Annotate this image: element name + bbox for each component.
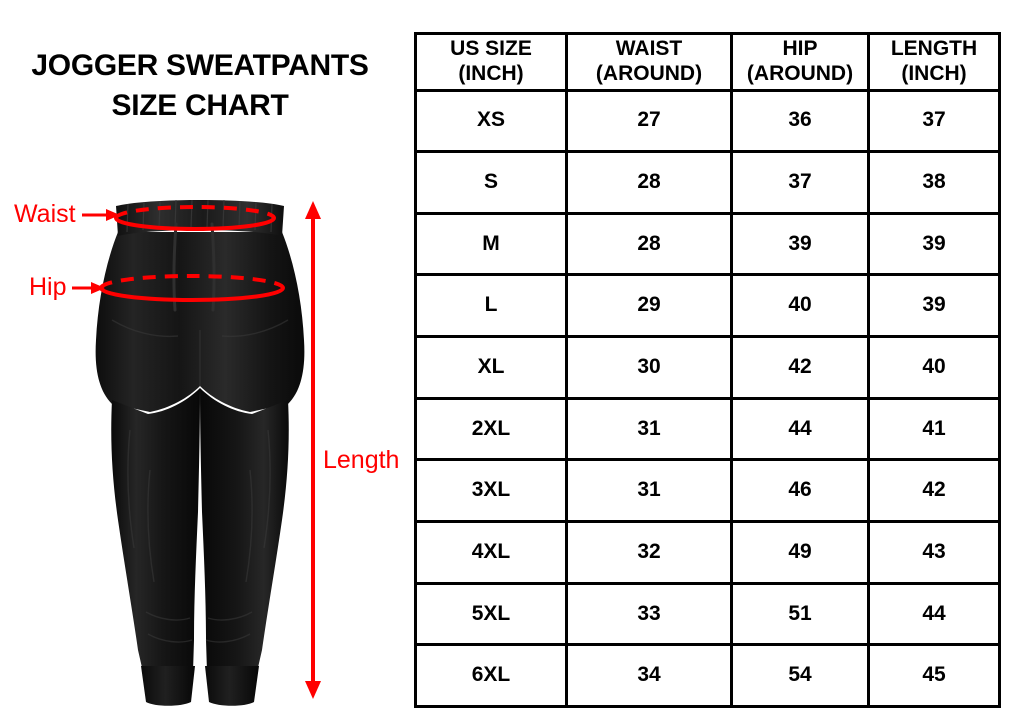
size-cell: 2XL — [414, 396, 568, 462]
column-header-length-line2: (INCH) — [901, 61, 967, 85]
waist-ellipse-back — [114, 205, 276, 219]
waist-cell: 29 — [565, 273, 733, 339]
size-cell: XL — [414, 335, 568, 400]
hip-cell: 39 — [730, 211, 870, 277]
pants-left-cuff — [141, 666, 195, 706]
length-cell: 40 — [867, 335, 1001, 400]
length-cell: 41 — [867, 396, 1001, 462]
waistband-ribbing — [126, 199, 273, 233]
waist-cell: 31 — [565, 396, 733, 462]
pants-left-leg — [111, 388, 200, 672]
column-header-hip-line2: (AROUND) — [746, 61, 854, 85]
page-title-line-2: SIZE CHART — [111, 89, 289, 122]
table-row: S 28 37 38 — [414, 150, 1001, 215]
hip-cell: 36 — [730, 88, 870, 154]
column-header-us-size-line2: (INCH) — [458, 61, 524, 85]
table-row: 6XL 34 54 45 — [414, 643, 1001, 708]
illustration-panel: JOGGER SWEATPANTS SIZE CHART — [0, 0, 414, 726]
length-cell: 38 — [867, 150, 1001, 215]
length-arrow-head-top — [305, 201, 321, 219]
waist-cell: 28 — [565, 150, 733, 215]
table-row: 2XL 31 44 41 — [414, 396, 1001, 462]
hip-arrow-head — [91, 282, 105, 294]
waist-cell: 31 — [565, 458, 733, 524]
pants-diagram-svg — [72, 199, 321, 706]
column-header-us-size-line1: US SIZE — [450, 37, 532, 60]
length-arrow-head-bottom — [305, 681, 321, 699]
length-cell: 43 — [867, 520, 1001, 585]
size-cell: 3XL — [414, 458, 568, 524]
column-header-waist: WAIST (AROUND) — [565, 32, 733, 92]
table-row: XS 27 36 37 — [414, 88, 1001, 154]
size-cell: 6XL — [414, 643, 568, 708]
waist-cell: 33 — [565, 581, 733, 647]
waist-cell: 27 — [565, 88, 733, 154]
pants-body — [95, 199, 305, 706]
column-header-us-size: US SIZE (INCH) — [414, 32, 568, 92]
size-cell: M — [414, 211, 568, 277]
length-label: Length — [323, 446, 400, 474]
waist-ellipse-front — [114, 217, 276, 231]
table-row: XL 30 42 40 — [414, 335, 1001, 400]
measurement-annotations — [72, 201, 321, 699]
pants-illustration: Waist Hip Length — [0, 0, 414, 726]
hip-cell: 42 — [730, 335, 870, 400]
column-header-hip: HIP (AROUND) — [730, 32, 870, 92]
page-title-line-1: JOGGER SWEATPANTS — [31, 49, 369, 82]
table-row: M 28 39 39 — [414, 211, 1001, 277]
size-cell: L — [414, 273, 568, 339]
hip-cell: 44 — [730, 396, 870, 462]
hip-cell: 49 — [730, 520, 870, 585]
waist-cell: 34 — [565, 643, 733, 708]
size-cell: XS — [414, 88, 568, 154]
waist-cell: 32 — [565, 520, 733, 585]
length-cell: 44 — [867, 581, 1001, 647]
table-row: 4XL 32 49 43 — [414, 520, 1001, 585]
hip-cell: 40 — [730, 273, 870, 339]
length-cell: 39 — [867, 273, 1001, 339]
hip-cell: 46 — [730, 458, 870, 524]
size-chart-table: US SIZE (INCH) WAIST (AROUND) HIP (AROUN… — [414, 32, 1001, 708]
size-cell: S — [414, 150, 568, 215]
page-title: JOGGER SWEATPANTS SIZE CHART — [0, 46, 400, 126]
waist-label: Waist — [14, 200, 76, 228]
table-row: 3XL 31 46 42 — [414, 458, 1001, 524]
table-header-row: US SIZE (INCH) WAIST (AROUND) HIP (AROUN… — [414, 32, 1001, 92]
hip-cell: 51 — [730, 581, 870, 647]
table-body: XS 27 36 37 S 28 37 38 M 28 39 39 L 29 40 39 XL 30 42 40 2XL… — [414, 88, 1001, 708]
pants-right-cuff — [205, 666, 259, 706]
table-row: L 29 40 39 — [414, 273, 1001, 339]
table-row: 5XL 33 51 44 — [414, 581, 1001, 647]
hip-cell: 54 — [730, 643, 870, 708]
waist-cell: 30 — [565, 335, 733, 400]
length-cell: 42 — [867, 458, 1001, 524]
fabric-folds — [111, 319, 289, 643]
column-header-hip-line1: HIP — [782, 37, 818, 60]
column-header-waist-line2: (AROUND) — [595, 61, 703, 85]
length-cell: 37 — [867, 88, 1001, 154]
column-header-length-line1: LENGTH — [890, 37, 978, 60]
size-cell: 5XL — [414, 581, 568, 647]
length-cell: 45 — [867, 643, 1001, 708]
waist-arrow-head — [106, 209, 120, 221]
column-header-length: LENGTH (INCH) — [867, 32, 1001, 92]
hip-ellipse-front — [99, 287, 285, 302]
hip-ellipse-back — [99, 274, 285, 289]
size-cell: 4XL — [414, 520, 568, 585]
hip-cell: 37 — [730, 150, 870, 215]
length-cell: 39 — [867, 211, 1001, 277]
hip-label: Hip — [29, 273, 67, 301]
column-header-waist-line1: WAIST — [615, 37, 683, 60]
pants-right-leg — [200, 388, 289, 672]
waist-cell: 28 — [565, 211, 733, 277]
